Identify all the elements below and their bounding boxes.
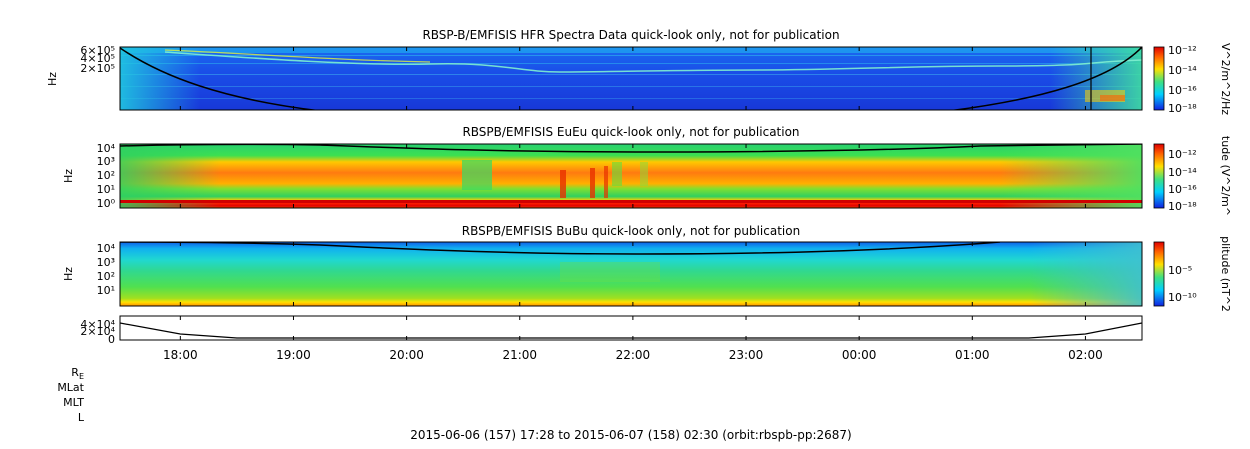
hfr-y-axis: 6×10⁵ 4×10⁵ 2×10⁵ Hz: [46, 44, 115, 86]
eueu-cbar-tick: 10⁻¹⁴: [1168, 166, 1197, 179]
hfr-cbar-tick: 10⁻¹²: [1168, 44, 1197, 57]
footer-time-range: 2015-06-06 (157) 17:28 to 2015-06-07 (15…: [410, 428, 851, 442]
hfr-ytick: 2×10⁵: [80, 62, 115, 75]
bubu-y-axis: 10⁴ 10³ 10² 10¹ Hz: [62, 242, 116, 297]
bubu-y-label: Hz: [62, 267, 75, 281]
bubu-ytick: 10⁴: [97, 242, 116, 255]
ephemeris-label-mlt: MLT: [63, 396, 84, 409]
hfr-colorbar: 10⁻¹² 10⁻¹⁴ 10⁻¹⁶ 10⁻¹⁸ V^2/m^2/Hz: [1153, 43, 1232, 115]
eueu-ytick: 10¹: [97, 183, 115, 196]
hfr-cbar-tick: 10⁻¹⁸: [1168, 102, 1197, 115]
eueu-cbar-tick: 10⁻¹⁸: [1168, 200, 1197, 213]
line-ytick: 2×10⁴: [80, 325, 115, 338]
bubu-spectrogram: [120, 242, 1142, 306]
eueu-ytick: 10³: [97, 155, 115, 168]
x-tick-label: 00:00: [842, 348, 877, 362]
x-axis: 18:00 19:00 20:00 21:00 22:00 23:00 00:00 01:00…: [163, 47, 1103, 362]
hfr-ytick: 6×10⁵: [80, 44, 115, 57]
x-tick-label: 20:00: [389, 348, 424, 362]
eueu-y-axis: 10⁴ 10³ 10² 10¹ 10⁰ Hz: [62, 142, 116, 210]
line-panel: 4×10⁴ 2×10⁴ 0: [80, 315, 1143, 346]
eueu-colorbar: 10⁻¹² 10⁻¹⁴ 10⁻¹⁶ 10⁻¹⁸ tude (V^2/m^: [1153, 136, 1232, 216]
ephemeris-label-mlat: MLat: [57, 381, 84, 394]
bubu-cbar-label: plitude (nT^2: [1219, 236, 1232, 312]
line-ytick: 0: [108, 333, 115, 346]
x-tick-label: 23:00: [729, 348, 764, 362]
ephemeris-labels: RE MLat MLT L: [57, 366, 85, 424]
line-ytick: 4×10⁴: [80, 318, 115, 331]
x-tick-label: 01:00: [955, 348, 990, 362]
eueu-ytick: 10⁰: [97, 197, 116, 210]
x-tick-label: 21:00: [502, 348, 537, 362]
line-series: [120, 322, 1142, 339]
eueu-cbar-tick: 10⁻¹²: [1168, 148, 1197, 161]
hfr-ytick: 4×10⁵: [80, 52, 115, 65]
hfr-spectrogram: [120, 47, 1142, 110]
eueu-ytick: 10²: [97, 169, 115, 182]
bubu-ytick: 10²: [97, 270, 115, 283]
eueu-spectrogram: [120, 144, 1142, 208]
bubu-colorbar: 10⁻⁵ 10⁻¹⁰ plitude (nT^2: [1153, 236, 1232, 312]
hfr-cbar-tick: 10⁻¹⁶: [1168, 84, 1197, 97]
eueu-cbar-tick: 10⁻¹⁶: [1168, 183, 1197, 196]
ephemeris-label-l: L: [78, 411, 85, 424]
bubu-cbar-tick: 10⁻¹⁰: [1168, 291, 1197, 304]
line-y-axis: 4×10⁴ 2×10⁴ 0: [80, 318, 115, 346]
bubu-panel-title: RBSPB/EMFISIS BuBu quick-look only, not …: [462, 224, 800, 238]
bubu-panel: RBSPB/EMFISIS BuBu quick-look only, not …: [62, 224, 1232, 312]
ephemeris-label-r: RE: [71, 366, 84, 381]
hfr-panel-title: RBSP-B/EMFISIS HFR Spectra Data quick-lo…: [422, 28, 839, 42]
eueu-ytick: 10⁴: [97, 142, 116, 155]
bubu-ytick: 10³: [97, 256, 115, 269]
x-tick-label: 02:00: [1068, 348, 1103, 362]
hfr-y-label: Hz: [46, 72, 59, 86]
x-tick-label: 19:00: [276, 348, 311, 362]
eueu-cbar-label: tude (V^2/m^: [1219, 136, 1232, 216]
eueu-panel: RBSPB/EMFISIS EuEu quick-look only, not …: [62, 125, 1232, 216]
hfr-cbar-label: V^2/m^2/Hz: [1219, 43, 1232, 115]
hfr-panel: RBSP-B/EMFISIS HFR Spectra Data quick-lo…: [46, 28, 1232, 115]
hfr-cbar-tick: 10⁻¹⁴: [1168, 64, 1197, 77]
eueu-panel-title: RBSPB/EMFISIS EuEu quick-look only, not …: [462, 125, 799, 139]
bubu-ytick: 10¹: [97, 284, 115, 297]
x-tick-label: 18:00: [163, 348, 198, 362]
eueu-y-label: Hz: [62, 169, 75, 183]
bubu-cbar-tick: 10⁻⁵: [1168, 264, 1192, 277]
x-tick-label: 22:00: [616, 348, 651, 362]
